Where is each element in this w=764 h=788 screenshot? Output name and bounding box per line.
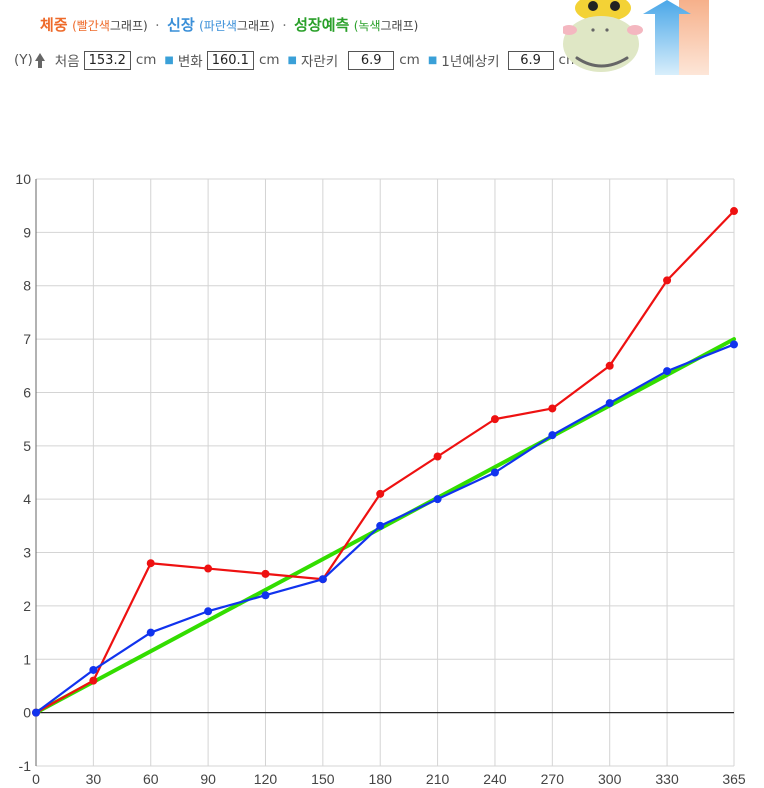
height-data-point — [605, 399, 614, 408]
weight-data-point — [663, 276, 672, 285]
weight-data-point — [433, 452, 442, 461]
height-data-point — [376, 521, 385, 530]
y-tick-label: 6 — [23, 384, 31, 400]
x-tick-label: 180 — [369, 771, 393, 787]
weight-data-point — [146, 559, 155, 568]
x-tick-label: 120 — [254, 771, 278, 787]
start-height-label: 처음 — [54, 54, 80, 70]
y-tick-label: 1 — [23, 651, 31, 667]
legend-separator: · — [282, 18, 287, 34]
changed-height-unit: cm — [258, 52, 280, 68]
height-data-point — [663, 367, 672, 376]
x-tick-label: 210 — [426, 771, 450, 787]
growth-legend-label: 성장예측 — [294, 16, 350, 34]
start-height-value: 153.2 — [83, 50, 131, 70]
weight-data-point — [204, 564, 213, 573]
height-legend-graph: 그래프) — [236, 19, 275, 33]
x-tick-label: 365 — [722, 771, 746, 787]
weight-data-point — [605, 361, 614, 370]
y-axis-label: (Y) — [14, 52, 33, 68]
height-data-point — [89, 665, 98, 674]
y-tick-label: 4 — [23, 491, 31, 507]
height-data-point — [261, 591, 270, 600]
y-tick-label: 0 — [23, 705, 31, 721]
grown-height-label: 자란키 — [300, 54, 339, 70]
weight-data-point — [548, 404, 557, 413]
bullet-icon: ■ — [164, 54, 174, 66]
growth-legend-graph: 그래프) — [380, 19, 419, 33]
weight-data-point — [376, 489, 385, 498]
legend-separator: · — [155, 18, 160, 34]
grown-height-value: 6.9 — [348, 50, 395, 70]
height-data-point — [32, 708, 40, 717]
height-data-point — [204, 607, 213, 616]
weight-data-point — [730, 207, 738, 216]
weight-legend-label: 체중 — [40, 16, 68, 34]
height-legend-note: (파란색 — [199, 19, 237, 33]
weight-data-point — [261, 569, 270, 578]
up-arrow-icon — [34, 53, 45, 68]
y-tick-label: 7 — [23, 331, 31, 347]
weight-data-point — [89, 676, 98, 685]
x-tick-label: 270 — [541, 771, 565, 787]
weight-legend-note: (빨간색 — [72, 19, 110, 33]
changed-height-label: 변화 — [177, 54, 203, 70]
y-tick-label: -1 — [19, 758, 32, 774]
changed-height-value: 160.1 — [206, 50, 254, 70]
y-tick-label: 9 — [23, 224, 31, 240]
start-height-unit: cm — [135, 52, 157, 68]
x-tick-label: 300 — [598, 771, 622, 787]
height-legend-label: 신장 — [167, 16, 195, 34]
grown-height-unit: cm — [399, 52, 420, 68]
height-data-point — [433, 495, 442, 504]
x-tick-label: 240 — [483, 771, 507, 787]
chart-legend: 체중 (빨간색그래프) · 신장 (파란색그래프) · 성장예측 (녹색그래프) — [40, 14, 418, 35]
y-tick-label: 10 — [15, 171, 31, 187]
x-tick-label: 0 — [32, 771, 40, 787]
weight-legend-graph: 그래프) — [109, 19, 148, 33]
y-tick-label: 8 — [23, 278, 31, 294]
height-data-point — [548, 431, 557, 440]
growth-forecast-series-line — [34, 337, 736, 715]
giraffe-mascot-icon — [563, 0, 709, 75]
forecast-height-label: 1년예상키 — [441, 54, 500, 70]
weight-series-line — [34, 209, 736, 714]
y-tick-label: 5 — [23, 438, 31, 454]
y-tick-label: 3 — [23, 545, 31, 561]
x-tick-label: 60 — [143, 771, 159, 787]
growth-legend-note: (녹색 — [353, 19, 381, 33]
height-data-point — [490, 468, 499, 477]
x-tick-label: 150 — [311, 771, 335, 787]
x-tick-label: 30 — [86, 771, 102, 787]
x-tick-label: 330 — [655, 771, 679, 787]
height-data-point — [146, 628, 155, 637]
weight-data-point — [490, 415, 499, 424]
bullet-icon: ■ — [287, 54, 297, 66]
height-data-point — [730, 340, 738, 349]
forecast-height-value: 6.9 — [507, 50, 554, 70]
height-data-point — [318, 575, 327, 584]
bullet-icon: ■ — [427, 54, 438, 66]
x-tick-label: 90 — [200, 771, 216, 787]
height-info-bar: (Y) 처음 153.2 cm ■ 변화 160.1 cm ■ 자란키 6.9 … — [14, 50, 579, 70]
y-tick-label: 2 — [23, 598, 31, 614]
